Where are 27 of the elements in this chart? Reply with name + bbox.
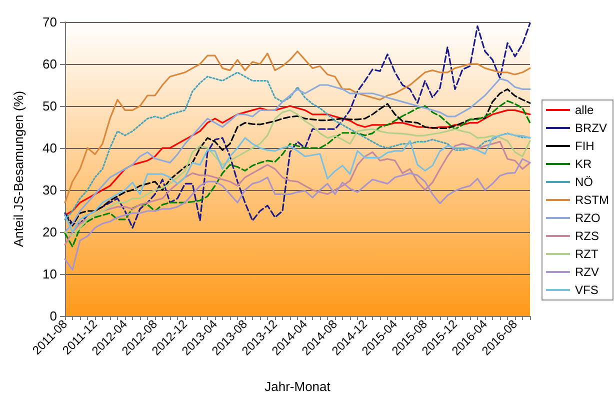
y-tick-label: 50 xyxy=(42,98,57,114)
legend-label: BRZV xyxy=(575,121,608,135)
y-tick-label: 60 xyxy=(42,56,57,72)
line-series xyxy=(64,105,531,216)
y-tick-label: 0 xyxy=(50,308,57,324)
x-axis-title: Jahr-Monat xyxy=(264,379,331,394)
legend-label: VFS xyxy=(575,283,598,297)
line-series xyxy=(64,132,531,233)
legend-label: RSTM xyxy=(575,193,610,207)
line-series xyxy=(64,50,531,204)
legend-label: RZS xyxy=(575,229,600,243)
legend-label: KR xyxy=(575,157,592,171)
y-tick-label: 30 xyxy=(42,182,57,198)
y-axis-title: Anteil JS-Besamungen (%) xyxy=(11,90,26,248)
legend-label: RZT xyxy=(575,247,599,261)
y-tick-label: 40 xyxy=(42,140,57,156)
legend-label: NÖ xyxy=(575,175,594,189)
legend-label: FIH xyxy=(575,139,594,153)
line-series xyxy=(64,140,531,246)
y-tick-label: 10 xyxy=(42,266,57,282)
line-series xyxy=(64,158,531,271)
legend-label: RZO xyxy=(575,211,600,225)
legend-label: alle xyxy=(575,103,594,117)
line-series xyxy=(64,22,531,229)
legend-label: RZV xyxy=(575,265,600,279)
y-tick-label: 20 xyxy=(42,224,57,240)
y-tick-label: 70 xyxy=(42,14,57,30)
